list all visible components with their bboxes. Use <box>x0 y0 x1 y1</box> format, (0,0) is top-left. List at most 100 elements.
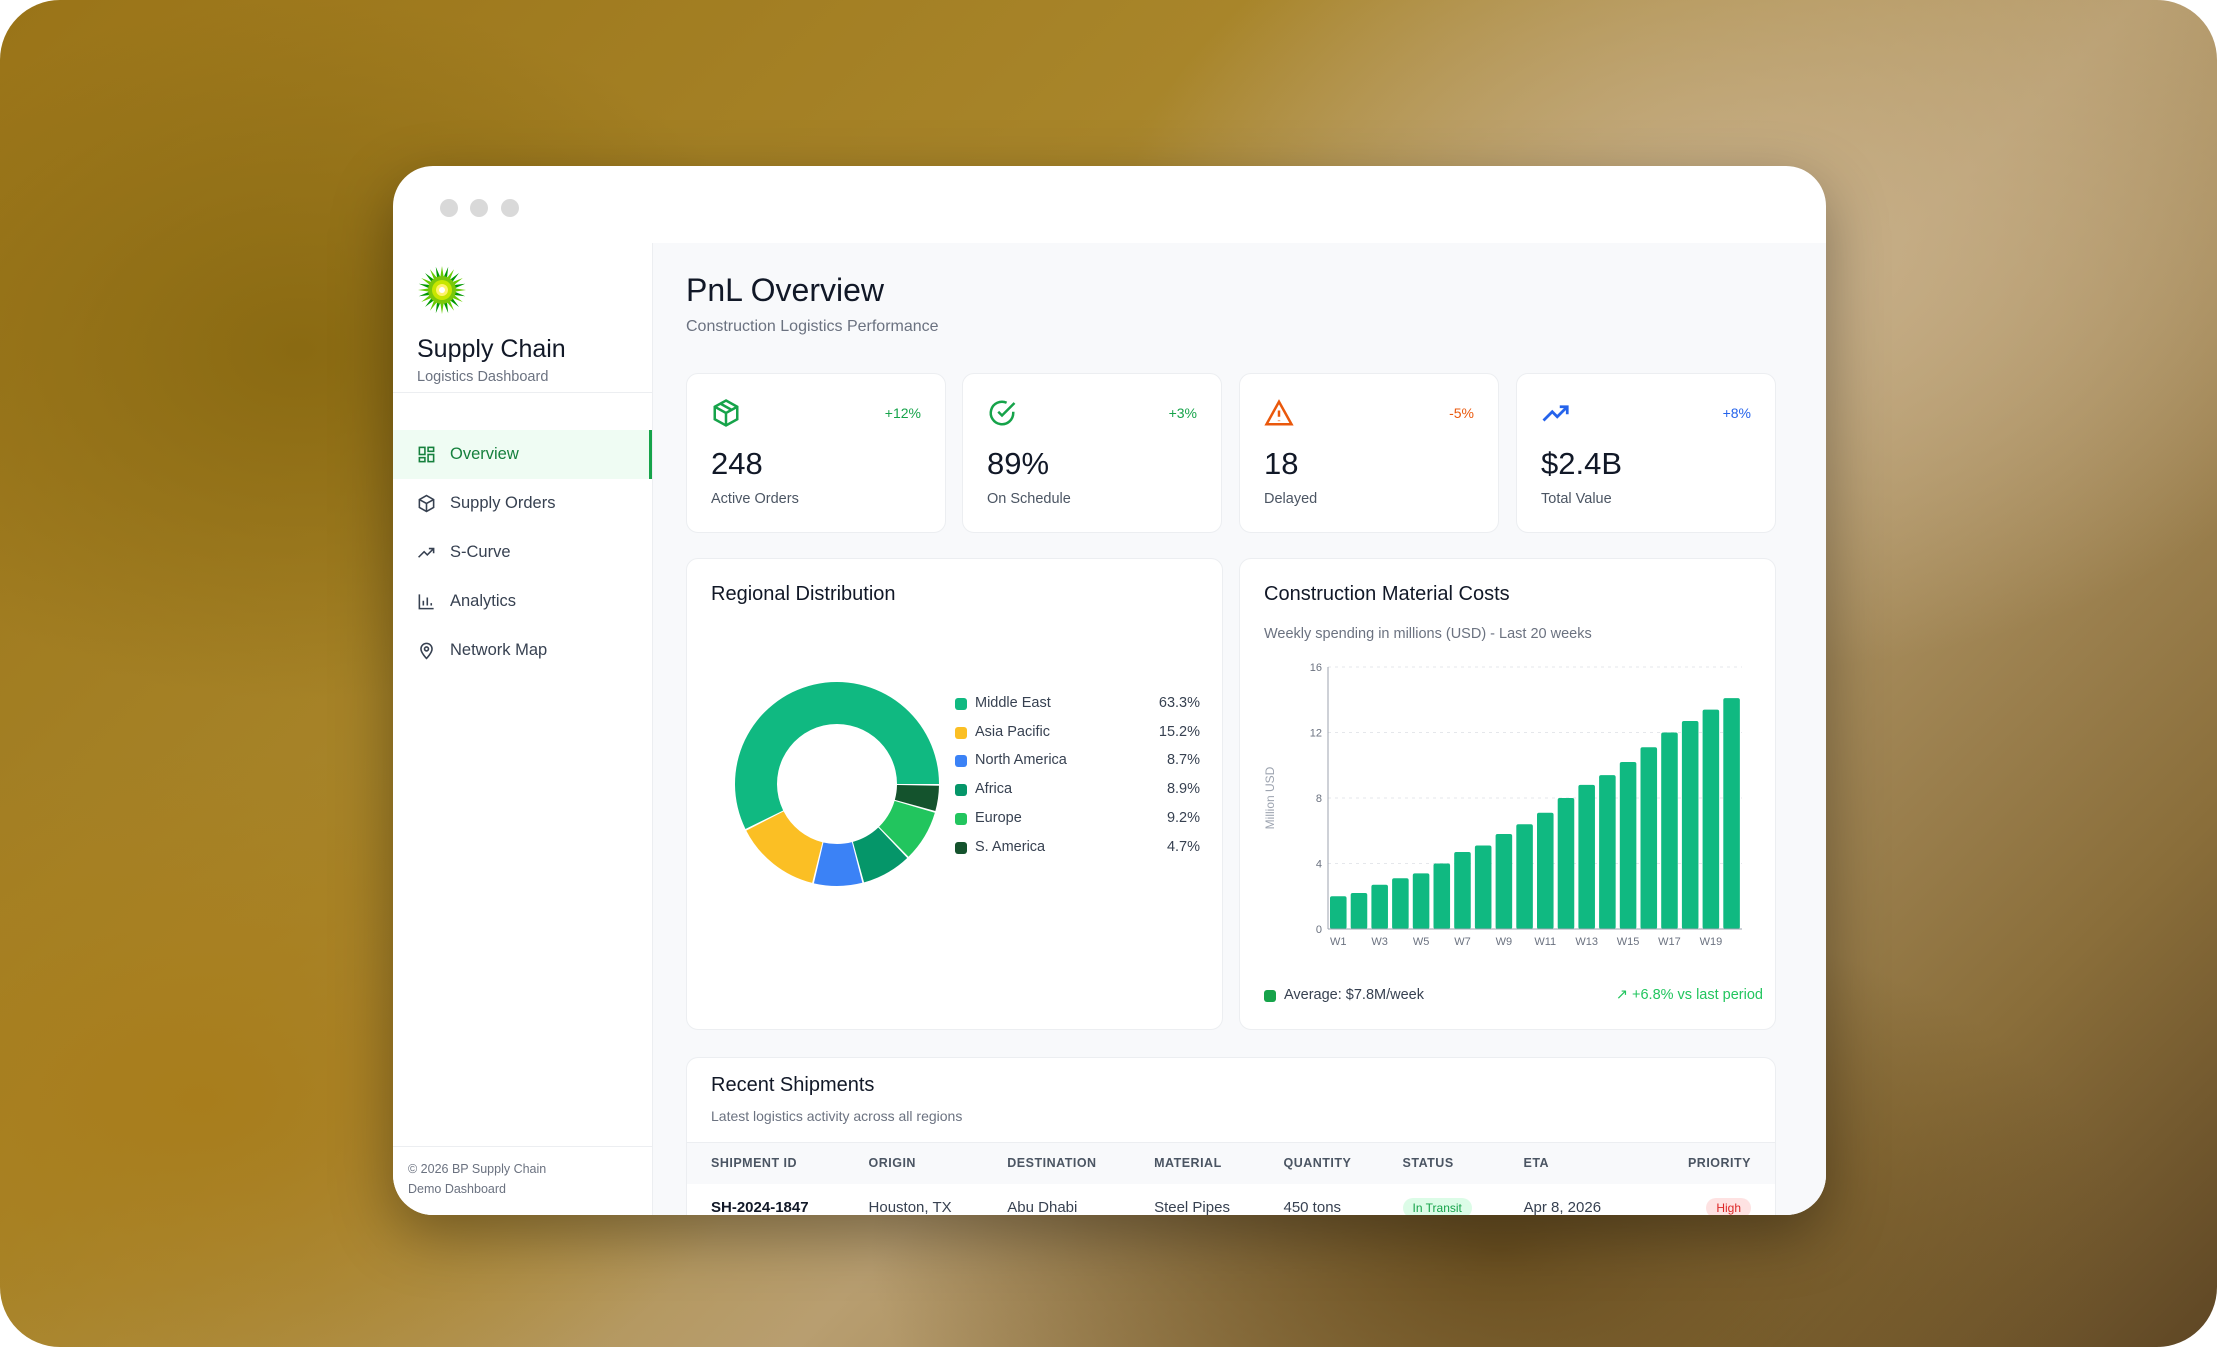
sidebar-item-analytics[interactable]: Analytics <box>393 577 652 626</box>
x-tick-label: W3 <box>1371 936 1388 948</box>
x-tick-label: W13 <box>1575 936 1598 948</box>
column-header[interactable]: ORIGIN <box>844 1142 984 1184</box>
table-cell: Abu Dhabi <box>1007 1199 1078 1215</box>
sidebar-item-label: Network Map <box>450 641 548 659</box>
bar-W10[interactable] <box>1516 824 1533 929</box>
legend-swatch <box>955 841 967 854</box>
donut-slice-north-america[interactable] <box>813 842 863 886</box>
sidebar-item-overview[interactable]: Overview <box>393 430 652 479</box>
window-minimize-button[interactable] <box>470 199 488 217</box>
donut-chart <box>735 682 939 886</box>
legend-label: Asia Pacific <box>975 723 1050 740</box>
bar-W1[interactable] <box>1330 896 1347 929</box>
bar-W15[interactable] <box>1619 761 1637 929</box>
x-tick-label: W7 <box>1454 936 1471 948</box>
bar-W8[interactable] <box>1474 845 1492 929</box>
legend-swatch <box>955 812 967 825</box>
column-header[interactable]: ETA <box>1499 1142 1632 1184</box>
legend-swatch <box>955 698 967 710</box>
column-header[interactable]: SHIPMENT ID <box>687 1142 845 1184</box>
kpi-change: +12% <box>884 405 921 421</box>
main-content: PnL Overview Construction Logistics Perf… <box>653 243 1826 1215</box>
trend-text: +6.8% vs last period <box>1632 987 1763 1003</box>
check-circle-icon <box>989 400 1016 426</box>
legend-item: North America 8.7% <box>955 751 1200 771</box>
material-costs-card: Construction Material Costs Weekly spend… <box>1239 558 1776 1030</box>
bar-W2[interactable] <box>1350 892 1368 929</box>
bp-logo-icon <box>418 266 466 314</box>
table-cell: Houston, TX <box>868 1199 952 1215</box>
legend-value: 15.2% <box>1158 723 1200 740</box>
x-tick-label: W19 <box>1700 936 1723 948</box>
donut-slice-africa[interactable] <box>852 827 908 883</box>
map-pin-icon <box>420 642 433 660</box>
table-cell: High <box>1631 1184 1775 1215</box>
table-cell: Steel Pipes <box>1154 1199 1230 1215</box>
divider <box>393 392 652 393</box>
status-badge: In Transit <box>1402 1197 1472 1215</box>
column-header[interactable]: MATERIAL <box>1130 1142 1260 1184</box>
y-tick-label: 4 <box>1316 859 1322 871</box>
legend-label: North America <box>975 752 1067 769</box>
bar-W17[interactable] <box>1661 732 1678 930</box>
table-cell: In Transit <box>1379 1184 1500 1215</box>
y-axis-label: Million USD <box>1263 766 1277 829</box>
kpi-label: Active Orders <box>711 491 799 507</box>
column-header[interactable]: QUANTITY <box>1259 1142 1379 1184</box>
bar-W11[interactable] <box>1537 812 1554 929</box>
page-subtitle: Construction Logistics Performance <box>686 318 939 335</box>
legend-label: Middle East <box>975 695 1051 711</box>
average-label: Average: $7.8M/week <box>1284 987 1424 1003</box>
trend-indicator: ↗ +6.8% vs last period <box>1616 987 1763 1003</box>
donut-slice-europe[interactable] <box>879 800 935 857</box>
kpi-value: 248 <box>711 446 763 481</box>
x-tick-label: W5 <box>1413 936 1430 948</box>
warning-icon <box>1264 399 1294 426</box>
window-maximize-button[interactable] <box>501 199 519 217</box>
x-tick-label: W17 <box>1658 936 1681 948</box>
legend-item: Europe 9.2% <box>955 809 1200 829</box>
table-row[interactable]: SH-2024-1847 Houston, TX Abu Dhabi Steel Pi… <box>687 1184 1775 1215</box>
x-tick-label: W11 <box>1534 936 1556 948</box>
column-header[interactable]: DESTINATION <box>983 1142 1131 1184</box>
bar-W16[interactable] <box>1640 747 1658 929</box>
sidebar: Supply Chain Logistics Dashboard Overvie… <box>393 243 653 1215</box>
donut-slice-middle-east[interactable] <box>735 682 939 829</box>
kpi-label: Total Value <box>1541 491 1612 507</box>
kpi-label: On Schedule <box>987 491 1071 507</box>
bar-W3[interactable] <box>1371 884 1388 929</box>
sidebar-item-supply-orders[interactable]: Supply Orders <box>393 479 652 528</box>
table-cell: SH-2024-1847 <box>711 1199 809 1215</box>
bar-W6[interactable] <box>1433 863 1451 930</box>
bar-W14[interactable] <box>1599 775 1616 929</box>
legend-swatch <box>955 755 967 768</box>
sidebar-item-network-map[interactable]: Network Map <box>393 626 652 675</box>
bar-W9[interactable] <box>1495 834 1513 929</box>
card-title: Regional Distribution <box>711 583 896 605</box>
footer-note: Demo Dashboard <box>408 1182 506 1196</box>
donut-slice-s-america[interactable] <box>894 785 939 812</box>
donut-slice-asia-pacific[interactable] <box>746 811 823 883</box>
column-header[interactable]: STATUS <box>1378 1142 1500 1184</box>
sidebar-item-s-curve[interactable]: S-Curve <box>393 528 652 577</box>
card-subtitle: Latest logistics activity across all reg… <box>711 1108 963 1124</box>
column-header[interactable]: PRIORITY <box>1631 1142 1775 1184</box>
bar-W7[interactable] <box>1454 852 1471 929</box>
bar-W5[interactable] <box>1412 873 1430 929</box>
bar-W20[interactable] <box>1723 698 1740 929</box>
legend-item: Asia Pacific 15.2% <box>955 723 1200 743</box>
bar-W4[interactable] <box>1392 878 1409 929</box>
table-header: SHIPMENT ID ORIGIN DESTINATION MATERIAL QUAN… <box>687 1142 1775 1184</box>
app-title: Supply Chain <box>417 335 566 363</box>
legend-value: 4.7% <box>1166 838 1200 855</box>
bar-W13[interactable] <box>1578 784 1595 929</box>
arrow-up-right-icon: ↗ <box>1615 987 1633 1003</box>
bar-W18[interactable] <box>1681 721 1699 929</box>
bar-W19[interactable] <box>1702 709 1720 929</box>
bar-W12[interactable] <box>1557 798 1575 929</box>
window-close-button[interactable] <box>440 199 458 217</box>
table-cell: 450 tons <box>1283 1199 1342 1215</box>
trend-up-icon <box>1542 405 1569 422</box>
legend-label: Europe <box>975 809 1022 826</box>
sidebar-item-label: Analytics <box>450 592 517 610</box>
